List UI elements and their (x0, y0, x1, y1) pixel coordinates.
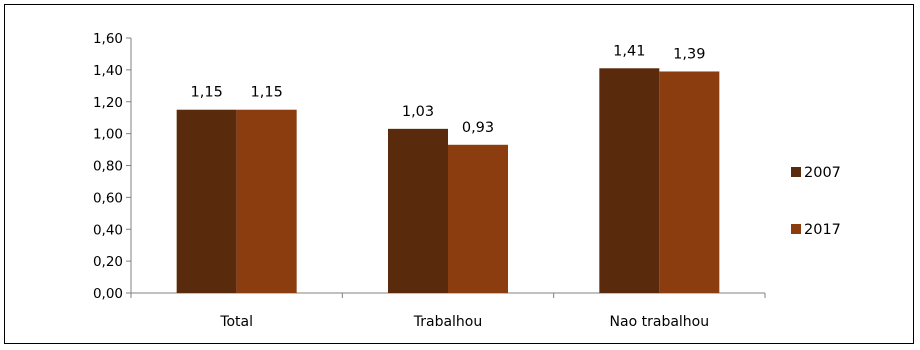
bars (177, 68, 720, 293)
bar-2007-1 (388, 129, 448, 293)
y-tick-label: 1,40 (93, 63, 123, 79)
bar-2017-2 (659, 71, 719, 293)
x-category-label: Trabalhou (413, 314, 483, 330)
bar-2007-2 (599, 68, 659, 293)
legend-swatch-2007 (791, 167, 801, 177)
y-tick-label: 0,60 (93, 190, 123, 206)
legend-label: 2017 (804, 222, 841, 238)
bar-2017-0 (237, 110, 297, 293)
data-label: 1,15 (251, 85, 283, 101)
y-tick-label: 0,00 (93, 286, 123, 302)
legend-swatch-2017 (791, 224, 801, 234)
bar-chart: 0,00 0,20 0,40 0,60 0,80 1,00 1,20 1,40 1,60 Tota… (5, 5, 913, 343)
x-category-label: Nao trabalhou (610, 314, 710, 330)
y-tick-label: 0,80 (93, 159, 123, 175)
data-label: 1,39 (673, 46, 705, 62)
y-tick-label: 1,00 (93, 127, 123, 143)
legend-label: 2007 (804, 165, 841, 181)
data-label: 1,15 (191, 85, 223, 101)
legend: 2007 2017 (791, 165, 841, 238)
data-label: 1,41 (613, 43, 645, 59)
y-tick-label: 0,40 (93, 222, 123, 238)
bar-2017-1 (448, 145, 508, 293)
y-tick-label: 1,20 (93, 95, 123, 111)
bar-2007-0 (177, 110, 237, 293)
chart-frame: 0,00 0,20 0,40 0,60 0,80 1,00 1,20 1,40 1,60 Tota… (4, 4, 914, 344)
y-tick-label: 1,60 (93, 31, 123, 47)
y-tick-label: 0,20 (93, 254, 123, 270)
data-label: 1,03 (402, 104, 434, 120)
data-label: 0,93 (462, 120, 494, 136)
x-category-label: Total (219, 314, 253, 330)
